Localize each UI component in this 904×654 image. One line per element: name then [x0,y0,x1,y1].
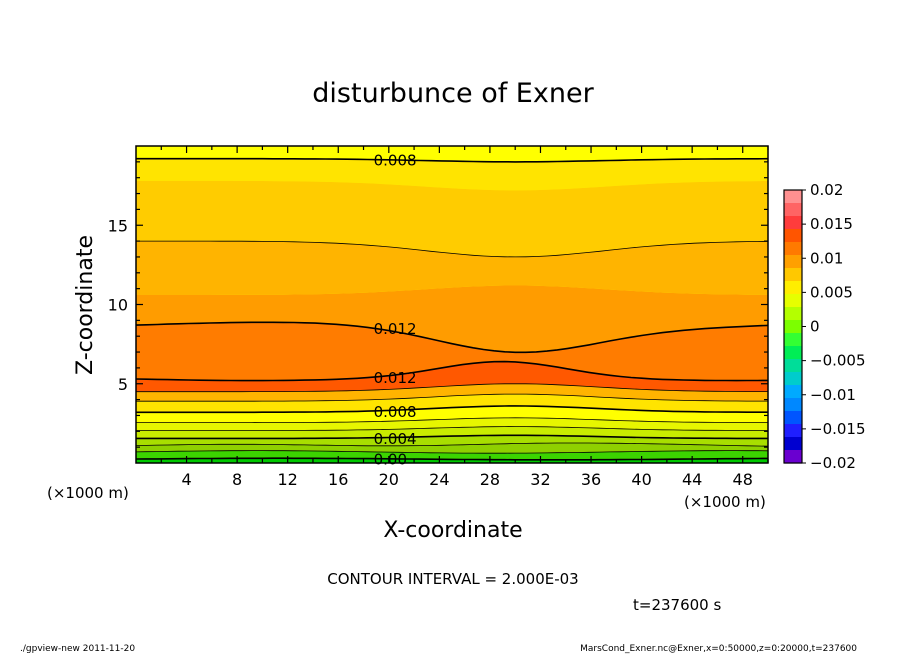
x-tick-label: 16 [328,470,348,489]
contour-line [136,457,768,461]
colorbar-swatch [784,216,802,230]
contour-band [136,146,768,162]
x-tick-label: 32 [530,470,550,489]
colorbar-swatch [784,203,802,217]
x-tick-label: 24 [429,470,449,489]
colorbar-tick-label: −0.01 [810,386,856,404]
colorbar-swatch [784,307,802,321]
y-tick-label: 10 [108,296,128,315]
contour-label: 0.012 [374,320,417,338]
colorbar-swatch [784,398,802,412]
colorbar-swatch [784,242,802,256]
colorbar-tick-label: −0.005 [810,352,866,370]
colorbar-swatch [784,333,802,347]
colorbar-tick-label: 0.01 [810,249,843,267]
x-unit-label: (×1000 m) [684,493,766,511]
colorbar-swatch [784,320,802,334]
contour-band [136,241,768,295]
x-tick-label: 20 [379,470,399,489]
contour-line [136,426,768,431]
colorbar-swatch [784,281,802,295]
contour-label: 0.008 [374,152,417,170]
colorbar-swatch [784,359,802,373]
contour-line [136,321,768,354]
footer-right: MarsCond_Exner.nc@Exner,x=0:50000,z=0:20… [580,644,857,654]
colorbar-swatch [784,229,802,243]
colorbar-swatch [784,372,802,386]
colorbar-swatch [784,437,802,451]
x-tick-label: 40 [631,470,651,489]
contour-band [136,361,768,392]
colorbar-swatch [784,255,802,269]
colorbar-tick-label: −0.02 [810,454,856,472]
contour-interval-text: CONTOUR INTERVAL = 2.000E-03 [327,570,578,588]
contour-band [136,180,768,257]
time-text: t=237600 s [633,596,721,614]
contour-line [136,450,768,454]
x-tick-label: 48 [733,470,753,489]
colorbar-swatch [784,346,802,360]
contour-band [136,383,768,402]
contour-band [136,322,768,381]
colorbar-swatch [784,411,802,425]
contour-line [136,240,768,258]
contour-band [136,458,768,463]
contour-band [136,285,768,353]
y-tick-label: 5 [118,375,128,394]
colorbar-swatch [784,385,802,399]
x-tick-label: 12 [278,470,298,489]
contour-band [136,417,768,431]
contour-line [136,157,768,163]
contour-line [136,393,768,402]
footer-left: ./gpview-new 2011-11-20 [20,644,135,654]
colorbar-tick-label: 0.015 [810,215,853,233]
x-tick-label: 44 [682,470,702,489]
colorbar-swatch [784,294,802,308]
y-axis-label: Z-coordinate [73,235,98,375]
colorbar: 0.02 0.015 0.01 0.005 0 −0.005 −0.01 −0.015 −0.0… [783,181,866,472]
contour-band [136,426,768,439]
contour-band [136,435,768,447]
colorbar-swatch [784,424,802,438]
x-tick-label: 36 [581,470,601,489]
contour-line [136,434,768,440]
z-unit-label: (×1000 m) [47,484,129,502]
colorbar-tick-label: 0.02 [810,181,843,199]
contour-label: 0.012 [374,369,417,387]
contour-label: 0.004 [374,430,417,448]
contour-band [136,394,768,413]
y-tick-label: 15 [108,216,128,235]
colorbar-swatch [784,450,802,464]
chart-title: disturbunce of Exner [312,78,594,109]
contour-line [136,442,768,447]
contour-label: 0.00 [374,451,407,469]
contour-band [136,405,768,423]
colorbar-tick-label: 0 [810,318,820,336]
contour-line [136,417,768,423]
x-tick-label: 4 [181,470,191,489]
x-axis-label: X-coordinate [383,518,522,543]
contour-label: 0.008 [374,403,417,421]
contour-band [136,158,768,191]
contour-line [136,405,768,414]
colorbar-tick-label: 0.005 [810,283,853,301]
x-tick-label: 28 [480,470,500,489]
colorbar-swatch [784,190,802,204]
colorbar-tick-label: −0.015 [810,420,866,438]
x-tick-label: 8 [232,470,242,489]
colorbar-swatch [784,268,802,282]
contour-line [136,360,768,382]
contour-line [136,383,768,393]
